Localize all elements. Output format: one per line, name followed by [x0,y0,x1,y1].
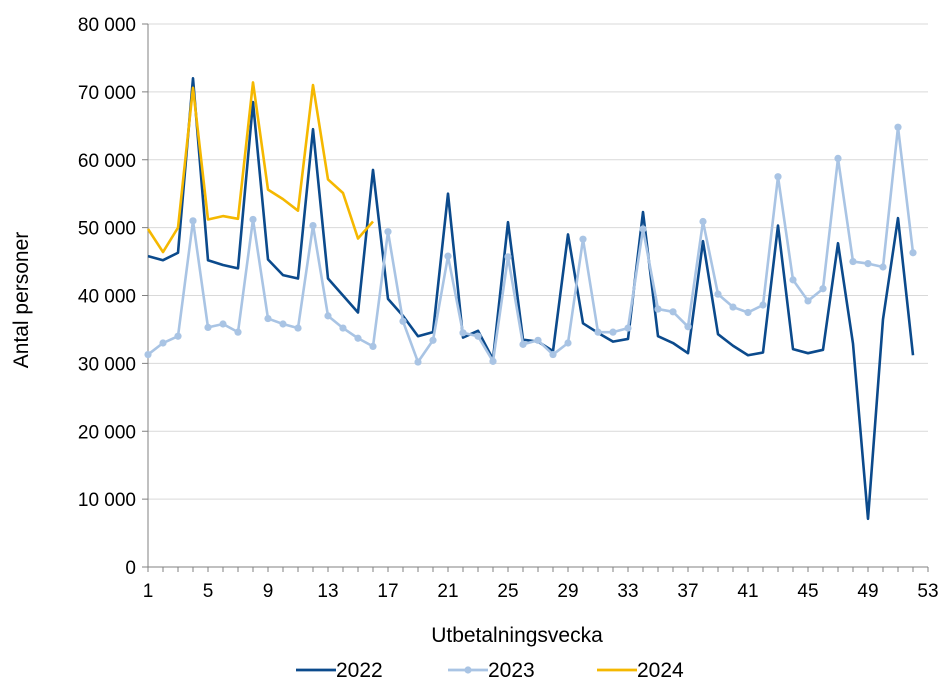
data-point-2023 [234,328,242,336]
data-point-2023 [249,215,257,224]
data-point-2023 [354,334,362,342]
data-point-2023 [879,263,887,271]
data-point-2023 [294,324,302,332]
data-point-2023 [519,340,527,348]
x-tick-label: 21 [437,581,458,602]
data-point-2023 [144,350,152,359]
data-point-2023 [159,339,167,347]
data-point-2023 [669,308,677,316]
data-point-2023 [174,332,182,340]
data-point-2023 [474,332,482,340]
data-point-2023 [774,173,782,181]
legend-label-2022: 2022 [336,659,383,682]
x-tick-label: 13 [317,581,338,602]
data-point-2023 [594,328,602,336]
x-tick-labels: 1 5 9 13 17 21 25 29 33 37 41 45 49 53 [143,581,939,602]
x-tick-label: 49 [857,581,878,602]
data-point-2023 [369,342,377,351]
data-point-2023 [189,217,197,225]
data-point-2023 [504,253,512,261]
y-axis-label: Antal personer [10,232,33,369]
series-line-2024 [146,81,374,254]
y-tick-labels: 0 10 000 20 000 30 000 40 000 50 000 60 000 70 … [78,15,136,579]
y-tick-label: 30 000 [78,354,136,375]
series-line-2022 [147,77,915,521]
data-point-2023 [684,323,692,331]
data-point-2023 [444,252,452,260]
data-point-2023 [309,221,317,230]
data-point-2023 [729,303,737,311]
axes [142,23,929,572]
data-point-2023 [264,314,272,323]
data-point-2023 [654,305,662,313]
gridlines [148,23,928,500]
data-point-2023 [639,225,647,233]
data-point-2023 [759,301,767,309]
legend-marker-2023 [464,666,472,674]
x-tick-label: 37 [677,581,698,602]
x-tick-label: 25 [497,581,518,602]
data-point-2023 [534,336,542,344]
data-point-2023 [804,297,812,305]
legend-label-2023: 2023 [488,659,535,682]
data-point-2023 [339,324,347,332]
series-line-2023 [147,125,915,364]
data-point-2023 [489,357,497,365]
x-tick-label: 33 [617,581,638,602]
x-tick-label: 17 [377,581,398,602]
x-tick-label: 9 [263,581,274,602]
y-tick-label: 40 000 [78,287,136,308]
data-point-2023 [864,259,872,268]
x-axis-label: Utbetalningsvecka [431,624,603,647]
x-tick-label: 29 [557,581,578,602]
data-point-2023 [204,323,212,332]
x-tick-label: 45 [797,581,818,602]
data-point-2023 [549,350,557,359]
data-point-2023 [459,329,467,337]
data-point-2023 [384,228,392,236]
data-point-2023 [624,324,632,332]
legend-label-2024: 2024 [637,659,684,682]
legend: 2022 2023 2024 [296,659,684,682]
data-point-2023 [414,358,422,366]
x-tick-label: 5 [203,581,214,602]
data-point-2023 [324,312,332,320]
data-point-2023 [909,249,917,257]
y-tick-label: 80 000 [78,15,136,36]
data-point-2023 [744,308,752,317]
y-tick-label: 70 000 [78,83,136,104]
x-tick-label: 1 [143,581,154,602]
data-point-2023 [819,285,827,293]
data-point-2023 [609,328,617,336]
y-tick-label: 50 000 [78,219,136,240]
data-point-2023 [894,123,902,131]
y-tick-label: 0 [125,558,136,579]
data-point-2023 [579,235,587,243]
data-point-2023 [699,217,707,226]
x-tick-label: 41 [737,581,758,602]
y-tick-label: 10 000 [78,490,136,511]
data-point-2023 [789,276,797,284]
data-point-2023 [714,290,722,298]
y-tick-label: 20 000 [78,422,136,443]
data-point-2023 [399,317,407,325]
data-point-2023 [429,336,437,344]
x-tick-label: 53 [917,581,938,602]
data-point-2023 [219,320,227,328]
data-point-2023 [849,257,857,266]
data-point-2023 [834,154,842,162]
y-tick-label: 60 000 [78,151,136,172]
series-lines [144,77,917,521]
data-point-2023 [279,320,287,328]
data-point-2023 [564,339,572,347]
